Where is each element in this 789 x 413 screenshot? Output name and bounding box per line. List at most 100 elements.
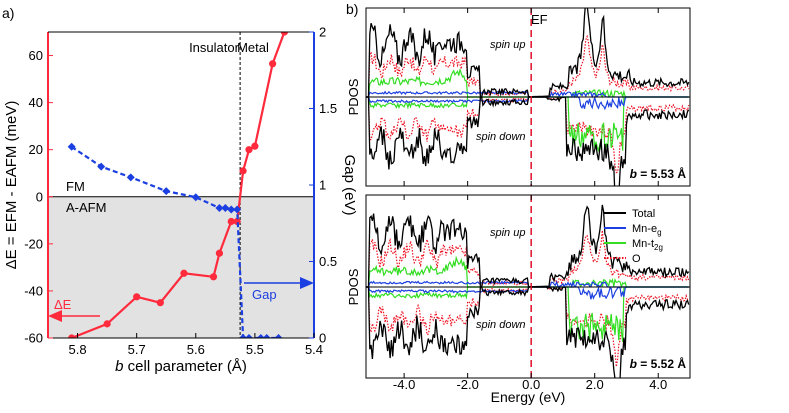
delta-e-point: [103, 320, 111, 328]
legend-o-label: O: [632, 253, 641, 265]
gap-point: [215, 203, 224, 212]
gap-point: [262, 334, 271, 338]
legend-mn-t2g-base: Mn-t: [632, 238, 654, 250]
panel-b-label: b): [346, 1, 358, 17]
delta-e-point: [251, 142, 259, 150]
gap-point: [162, 187, 171, 196]
b1-b-value-italic: b: [630, 167, 637, 181]
pdos-t2g-down-line: [366, 96, 689, 153]
gap-point: [227, 205, 236, 214]
a-x-tick-label: 5.7: [128, 342, 146, 357]
delta-e-arrow-label: ΔE: [54, 297, 72, 312]
b2-b-value-rest: = 5.52 Å: [637, 356, 686, 371]
a-x-tick-label: 5.8: [69, 342, 87, 357]
gap-arrow: [244, 277, 314, 289]
panel-a-chart: 5.8 5.7 5.6 5.5 5.4 -60 -40 -20 0 20 40 60 0 0.5 1 1.5 2…: [3, 25, 358, 376]
a-y-right-tick-label: 1: [319, 178, 326, 193]
b1-spin-down-label: spin down: [476, 131, 526, 143]
insulator-label: Insulator: [189, 40, 240, 55]
a-y-left-tick-label: -40: [24, 283, 43, 298]
b1-b-value-label: b = 5.53 Å: [630, 166, 687, 181]
delta-e-point: [180, 269, 188, 277]
a-y-right-tick-label: 2: [319, 25, 326, 40]
fermi-label: EF: [531, 12, 548, 27]
a-y-left-tick-label: 0: [36, 189, 43, 204]
a-y-left-title: ΔE = EFM - EAFM (meV): [3, 101, 20, 270]
pdos-total-down-line: [366, 286, 690, 378]
legend: Total Mn-eg Mn-t2g O: [604, 208, 663, 265]
delta-e-point: [133, 293, 141, 301]
b2-b-value-italic: b: [630, 357, 637, 371]
a-y-left-tick-label: 60: [29, 48, 43, 63]
afm-shaded-region: [48, 196, 314, 338]
panel-b-chart: -4.0 -2.0 0.0 2.0 4.0 EF spin up spin down s…: [346, 7, 691, 405]
gap-point: [256, 334, 265, 338]
gap-point: [221, 203, 230, 212]
gap-point: [67, 142, 76, 151]
legend-mn-eg-base: Mn-e: [632, 223, 657, 235]
a-x-axis-title: b cell parameter (Å): [115, 358, 247, 375]
delta-e-point: [280, 32, 289, 36]
delta-e-point: [227, 217, 235, 226]
gap-point: [239, 334, 248, 338]
metal-label: Metal: [237, 40, 269, 55]
gap-point: [191, 193, 200, 202]
a-y-right-tick-label: 0: [319, 331, 326, 346]
delta-e-point: [156, 299, 164, 307]
b-x-tick-label: -2.0: [456, 377, 478, 392]
gap-point: [97, 162, 106, 171]
b2-spin-up-label: spin up: [490, 227, 525, 239]
delta-e-point: [269, 60, 277, 68]
a-x-tick-label: 5.5: [246, 342, 264, 357]
pdos-o-down-line: [366, 286, 689, 367]
b2-b-value-label: b = 5.52 Å: [630, 356, 687, 371]
legend-mn-t2g-sub: 2g: [654, 243, 663, 252]
afm-label: A-AFM: [66, 200, 106, 215]
gap-point: [233, 205, 242, 214]
pdos-o-up-line: [366, 230, 690, 288]
b-x-tick-label: 2.0: [586, 377, 604, 392]
b-x-axis-title: Energy (eV): [491, 389, 566, 405]
delta-e-point: [245, 146, 253, 154]
gap-point: [274, 334, 283, 338]
delta-e-point: [233, 217, 241, 226]
a-y-left-tick-label: 20: [29, 142, 43, 157]
b1-b-value-rest: = 5.53 Å: [637, 166, 686, 181]
a-x-tick-label: 5.4: [305, 342, 323, 357]
delta-e-arrow: [48, 310, 100, 322]
a-x-tick-label: 5.6: [187, 342, 205, 357]
b-x-tick-label: 4.0: [649, 377, 667, 392]
fm-label: FM: [66, 179, 85, 194]
b2-y-axis-title: PDOS: [346, 268, 361, 305]
legend-mn-t2g-label: Mn-t2g: [632, 238, 663, 252]
pdos-o-down-line: [366, 96, 690, 174]
b-x-tick-label: 0.0: [522, 377, 540, 392]
a-y-left-tick-label: -60: [24, 331, 43, 346]
delta-e-point: [215, 249, 224, 257]
b1-y-axis-title: PDOS: [346, 78, 361, 115]
legend-total-label: Total: [632, 208, 655, 220]
a-x-axis-title-italic: b: [115, 358, 123, 375]
pdos-total-down-line: [366, 96, 690, 186]
a-y-right-tick-label: 1.5: [319, 101, 337, 116]
b-x-tick-label: -4.0: [393, 377, 415, 392]
legend-mn-eg-sub: g: [657, 228, 661, 237]
gap-point: [126, 173, 135, 182]
delta-e-point: [209, 273, 218, 281]
b-bottom-frame: [365, 194, 691, 379]
delta-e-point: [68, 334, 76, 338]
delta-e-point: [239, 167, 247, 175]
b-top-frame: [365, 7, 691, 187]
a-y-right-tick-label: 0.5: [319, 254, 337, 269]
a-y-left-tick-label: 40: [29, 95, 43, 110]
panel-a-label: a): [2, 5, 14, 21]
gap-point: [244, 334, 253, 338]
legend-mn-eg-label: Mn-eg: [632, 223, 662, 237]
a-y-right-title: Gap (eV): [341, 155, 358, 216]
gap-arrow-label: Gap: [252, 287, 277, 302]
pdos-total-up-line: [366, 204, 690, 288]
pdos-total-up-line: [366, 8, 690, 98]
a-y-left-tick-label: -20: [24, 236, 43, 251]
